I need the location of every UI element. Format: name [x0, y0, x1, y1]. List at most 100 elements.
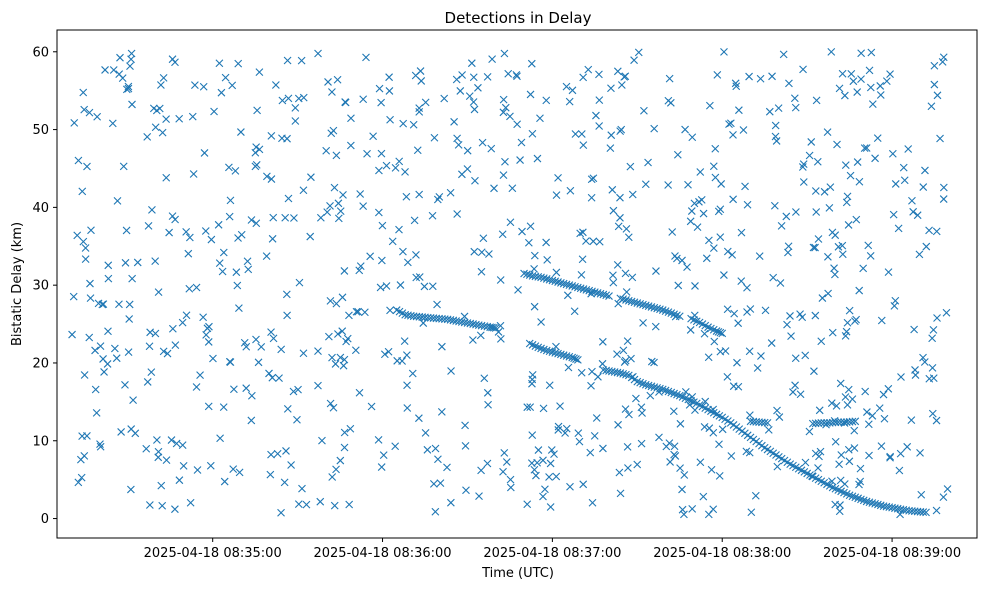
detection-point	[74, 156, 83, 165]
detection-point	[230, 385, 238, 394]
detection-point	[478, 138, 487, 147]
detection-point	[104, 261, 113, 270]
detection-point	[670, 442, 679, 451]
detection-point	[632, 394, 640, 403]
detection-point	[852, 215, 861, 224]
detection-point	[716, 328, 725, 337]
detection-point	[323, 208, 332, 217]
detection-point	[148, 205, 156, 214]
detection-point	[789, 388, 797, 396]
detection-point	[939, 195, 948, 203]
detection-point	[334, 214, 343, 223]
detection-point	[277, 345, 286, 354]
detection-point	[791, 103, 800, 112]
detection-point	[437, 407, 446, 416]
detection-point	[540, 274, 548, 283]
detection-point	[571, 130, 580, 138]
detection-point	[640, 106, 648, 115]
detection-point	[761, 306, 770, 315]
detection-point	[673, 390, 681, 399]
detection-point	[817, 337, 826, 346]
detection-point	[799, 178, 808, 186]
detection-point	[683, 263, 691, 272]
detection-point	[477, 248, 486, 257]
detection-point	[925, 374, 934, 383]
detection-point	[314, 49, 322, 58]
detection-point	[588, 498, 597, 507]
detection-point	[402, 192, 411, 201]
detection-point	[587, 193, 596, 202]
detection-point	[255, 145, 264, 154]
detection-point	[814, 235, 823, 243]
detection-point	[81, 244, 90, 252]
detection-point	[820, 418, 829, 427]
detection-point	[578, 255, 587, 264]
detection-point	[943, 485, 952, 493]
detection-point	[639, 319, 647, 327]
detection-point	[388, 237, 397, 246]
ticks: 2025-04-18 08:35:00 2025-04-18 08:36:00 20…	[32, 45, 961, 561]
detection-point	[318, 436, 326, 445]
detection-point	[577, 130, 586, 138]
detection-point	[688, 504, 697, 513]
detection-point	[617, 81, 626, 89]
detection-point	[833, 140, 841, 149]
detection-point	[386, 115, 394, 124]
detection-point	[118, 74, 127, 82]
detection-point	[399, 119, 408, 128]
detection-point	[339, 190, 347, 199]
detection-point	[621, 269, 630, 278]
detection-point	[828, 477, 836, 486]
detection-point	[786, 312, 794, 320]
detection-point	[128, 100, 136, 109]
detection-point	[220, 477, 229, 486]
detection-point	[709, 505, 718, 514]
detection-point	[403, 404, 412, 412]
detection-point	[739, 126, 748, 134]
detection-point	[146, 328, 155, 337]
detection-point	[70, 118, 79, 127]
detection-point	[336, 456, 345, 465]
detection-point	[727, 452, 736, 460]
detection-point	[326, 399, 335, 408]
detection-point	[811, 311, 820, 320]
detection-point	[675, 312, 684, 321]
detection-point	[167, 436, 176, 444]
detection-point	[562, 424, 571, 433]
detection-point	[534, 343, 543, 352]
detection-point	[488, 55, 497, 63]
detection-point	[886, 453, 894, 462]
detection-point	[871, 154, 879, 163]
detection-point	[856, 477, 865, 486]
detection-point	[142, 444, 151, 453]
detection-point	[588, 367, 596, 376]
detection-point	[664, 96, 673, 105]
detection-point	[474, 83, 482, 92]
detection-point	[199, 313, 208, 322]
detection-point	[693, 223, 702, 232]
detection-point	[859, 264, 868, 273]
detection-point	[746, 305, 755, 313]
detection-point	[562, 280, 571, 289]
detection-point	[204, 338, 213, 346]
detection-point	[608, 185, 617, 194]
detection-point	[877, 316, 886, 325]
detection-point	[713, 71, 722, 79]
detection-point	[915, 250, 924, 259]
detection-point	[500, 49, 509, 58]
detection-point	[359, 202, 368, 210]
detection-point	[283, 134, 291, 143]
detection-point	[306, 232, 315, 241]
y-tick-label-1: 10	[32, 434, 49, 449]
detection-point	[85, 108, 94, 117]
detection-point	[171, 215, 180, 224]
detection-point	[825, 203, 834, 212]
detection-point	[338, 327, 347, 336]
detection-point	[562, 82, 571, 91]
detection-point	[598, 337, 607, 346]
detection-point	[938, 57, 947, 66]
detection-point	[262, 172, 271, 181]
detection-point	[380, 350, 389, 359]
detection-point	[871, 499, 879, 508]
detection-point	[907, 416, 916, 424]
